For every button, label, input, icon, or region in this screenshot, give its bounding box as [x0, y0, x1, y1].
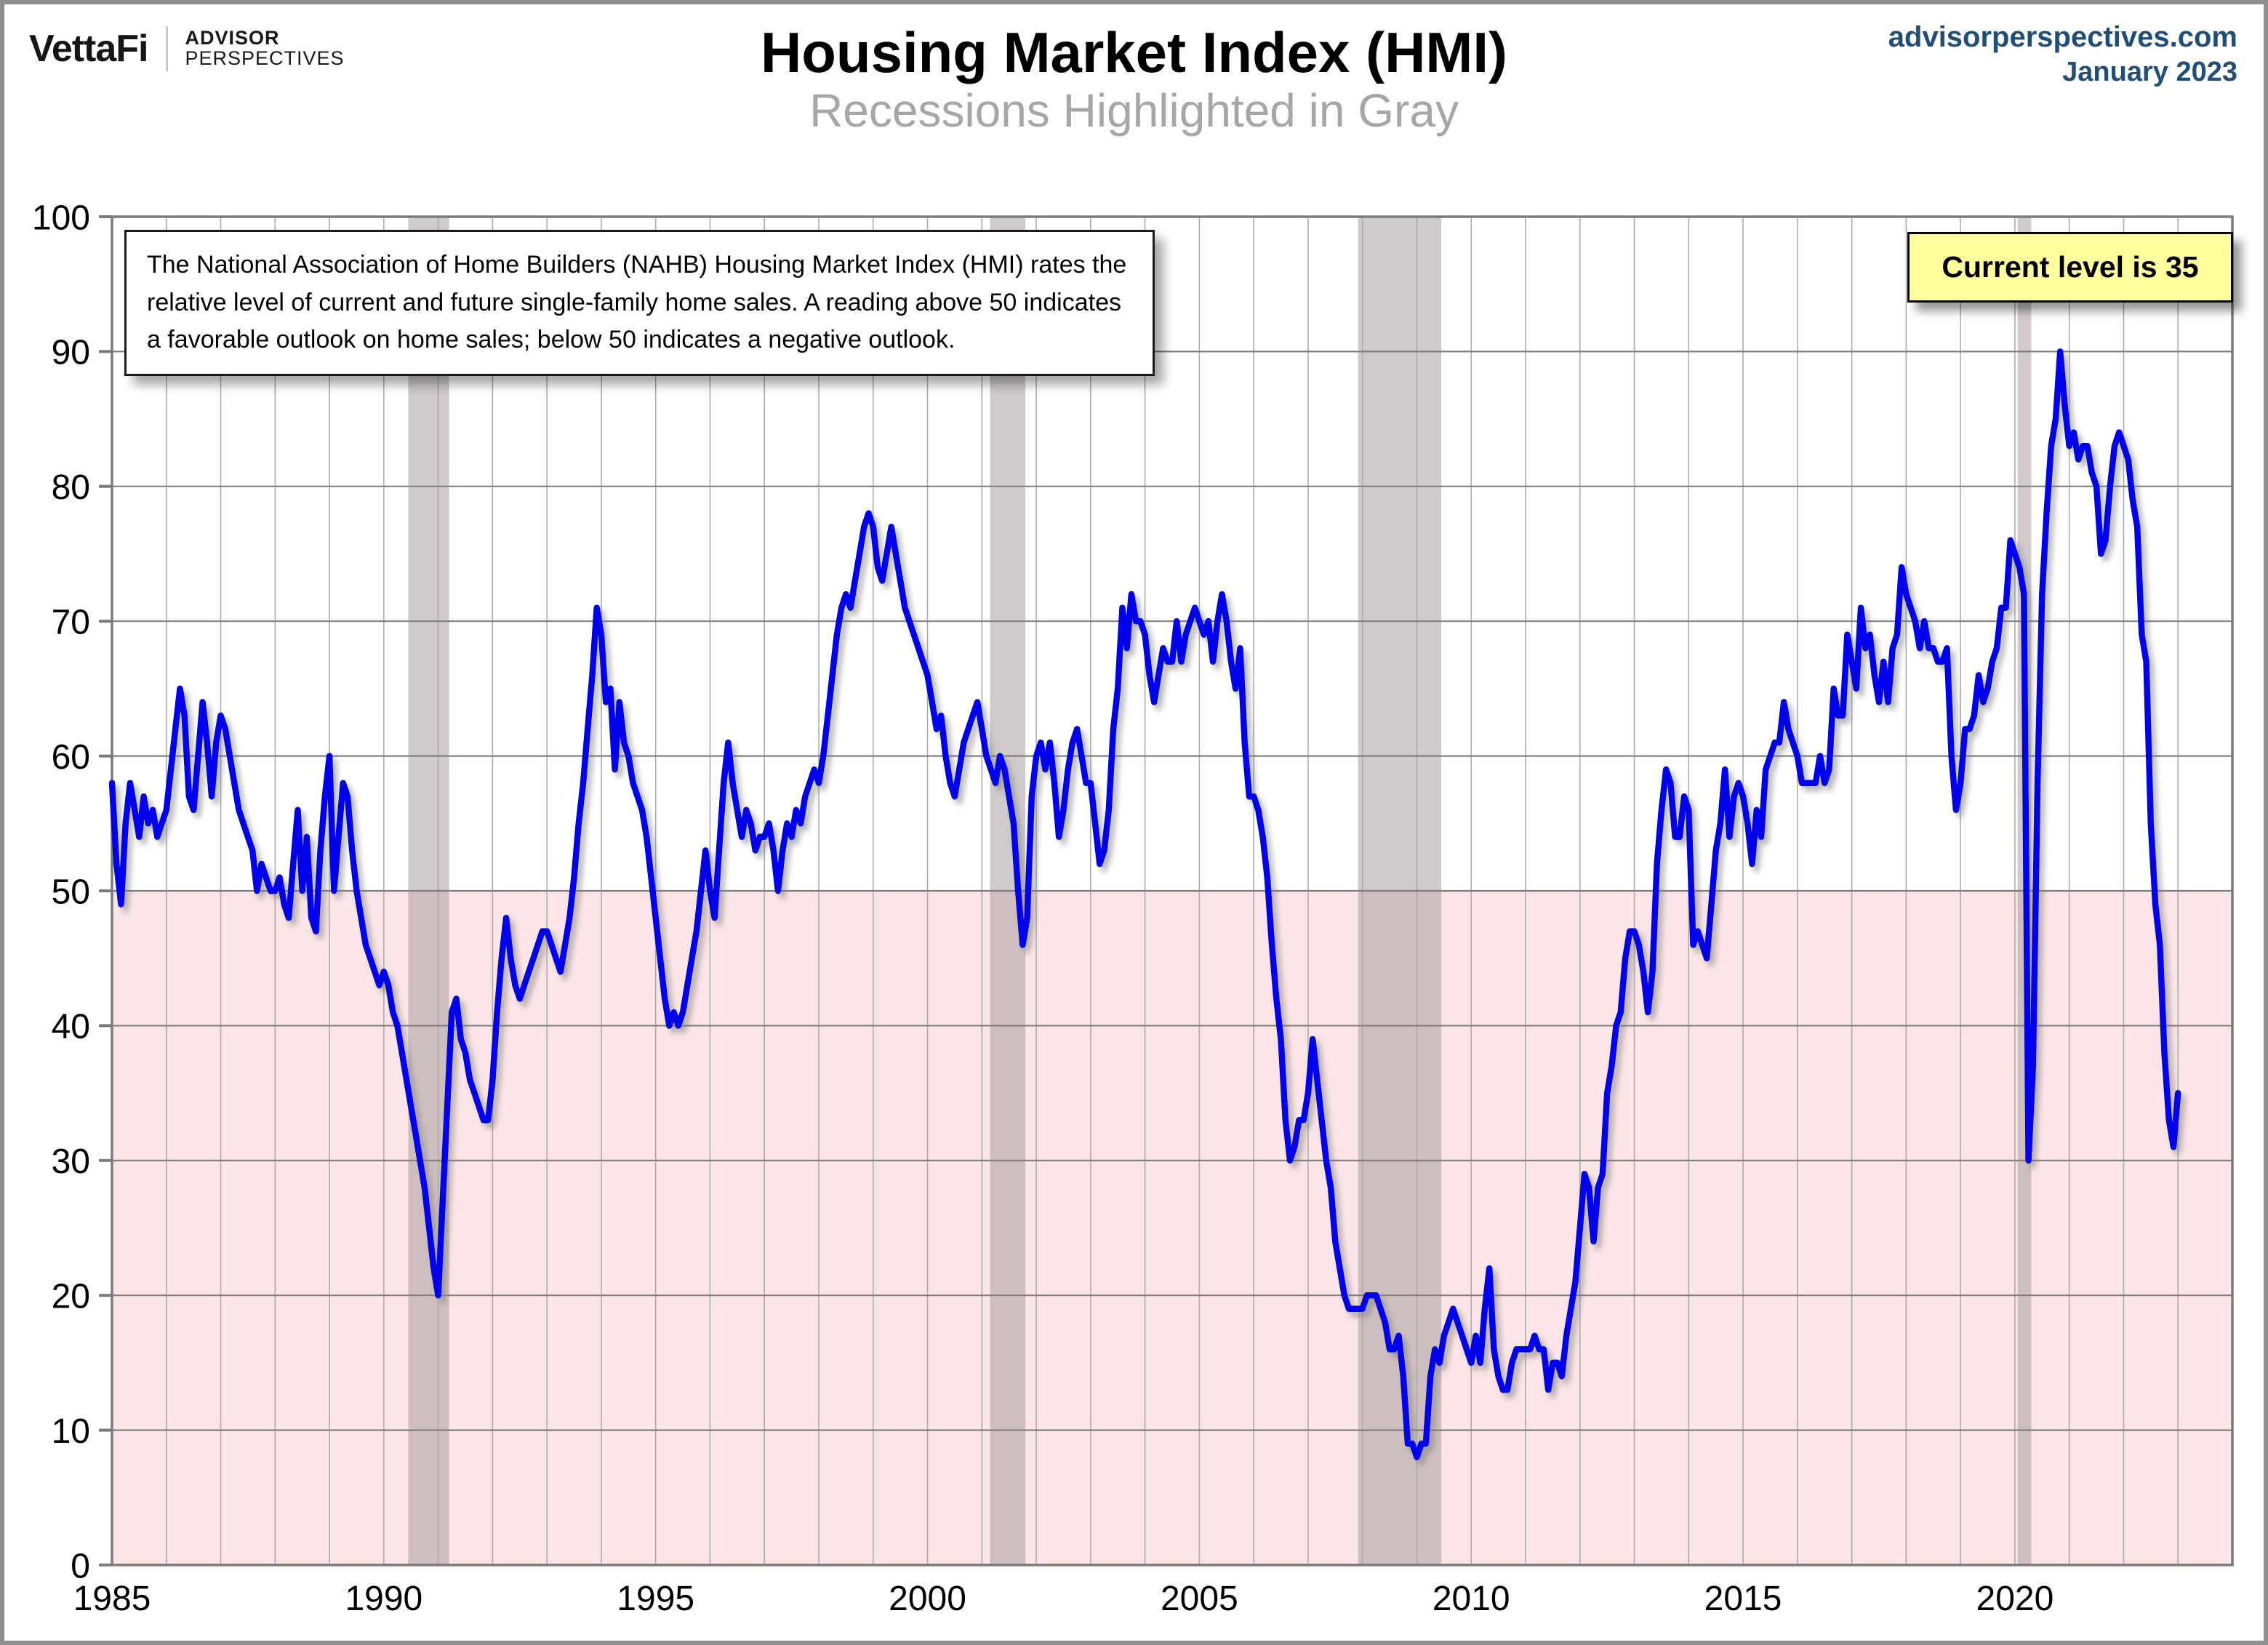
hmi-series-line	[108, 348, 2181, 1460]
title-block: Housing Market Index (HMI) Recessions Hi…	[4, 23, 2264, 134]
advisor-label: ADVISOR	[185, 27, 280, 49]
x-tick-label: 2010	[1432, 1580, 1510, 1618]
hmi-description-box: The National Association of Home Builder…	[124, 230, 1155, 377]
y-axis: 0 10 20 30 40 50 60 70 80 90 100	[32, 199, 112, 1585]
y-tick-label: 80	[52, 468, 90, 507]
x-tick-label: 1995	[617, 1580, 694, 1618]
vertical-gridlines	[165, 217, 2179, 1565]
x-axis: 1985 1990 1995 2000 2005 2010 2015 2020	[73, 1580, 2054, 1618]
y-tick-label: 60	[52, 738, 90, 777]
vettafi-wordmark: VettaFi	[29, 28, 148, 70]
advisor-perspectives-wordmark: ADVISOR PERSPECTIVES	[185, 28, 345, 68]
page-subtitle: Recessions Highlighted in Gray	[809, 84, 1459, 137]
below-50-shading	[112, 891, 2232, 1565]
page-title: Housing Market Index (HMI)	[760, 20, 1508, 84]
y-tick-label: 100	[32, 199, 90, 237]
current-level-callout: Current level is 35	[1907, 232, 2233, 303]
x-tick-label: 2020	[1976, 1580, 2054, 1618]
y-tick-label: 70	[52, 603, 90, 641]
source-website: advisorperspectives.com	[1888, 21, 2237, 53]
y-tick-label: 90	[52, 334, 90, 372]
x-tick-label: 1985	[73, 1580, 151, 1618]
y-tick-label: 0	[71, 1547, 90, 1585]
y-tick-label: 30	[52, 1142, 90, 1181]
x-tick-label: 2000	[889, 1580, 966, 1618]
source-block: advisorperspectives.com January 2023	[1888, 19, 2237, 90]
logo-divider	[165, 26, 168, 71]
y-tick-label: 40	[52, 1008, 90, 1046]
y-tick-label: 20	[52, 1277, 90, 1316]
hmi-chart: 0 10 20 30 40 50 60 70 80 90 100 1985 1990 1995 2000 20…	[32, 199, 2234, 1618]
y-tick-label: 10	[52, 1412, 90, 1451]
perspectives-label: PERSPECTIVES	[185, 47, 345, 69]
x-tick-label: 2015	[1704, 1580, 1782, 1618]
x-tick-label: 1990	[345, 1580, 422, 1618]
source-date: January 2023	[2062, 57, 2237, 87]
x-tick-label: 2005	[1161, 1580, 1238, 1618]
vettafi-advisor-perspectives-logo: VettaFi ADVISOR PERSPECTIVES	[29, 26, 345, 71]
y-tick-label: 50	[52, 873, 90, 911]
